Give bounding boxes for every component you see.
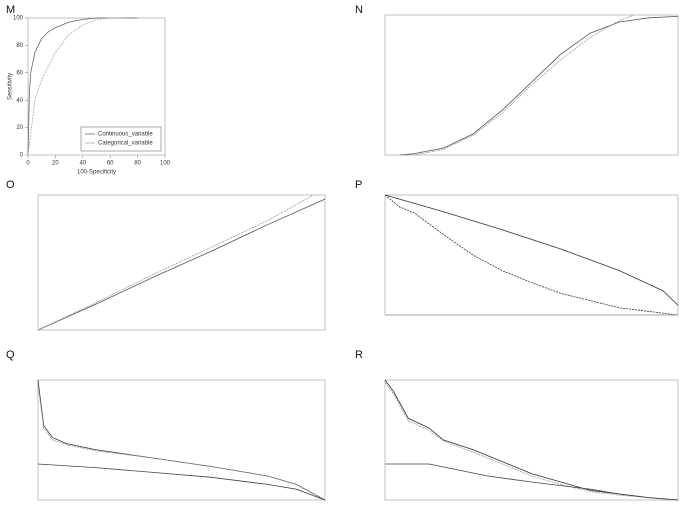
legend-label: Continuous_variable bbox=[98, 132, 153, 138]
x-tick-label: 100 bbox=[160, 161, 171, 167]
series-line bbox=[27, 17, 124, 156]
x-tick-label: 40 bbox=[79, 161, 86, 167]
panel-label: Q bbox=[6, 349, 15, 361]
plot-frame bbox=[384, 379, 679, 501]
y-tick-label: 40 bbox=[16, 98, 23, 104]
series-line bbox=[37, 384, 326, 501]
series-line bbox=[37, 194, 314, 331]
plot-frame bbox=[37, 379, 326, 501]
series-line bbox=[399, 14, 635, 156]
plot-frame bbox=[37, 194, 326, 331]
series-line bbox=[399, 16, 679, 156]
panel-label: P bbox=[355, 179, 362, 191]
series-line bbox=[37, 463, 326, 501]
plot-frame bbox=[384, 14, 679, 156]
series-line bbox=[384, 194, 679, 316]
y-tick-label: 80 bbox=[16, 43, 23, 49]
x-tick-label: 80 bbox=[134, 161, 141, 167]
panel-label: N bbox=[355, 4, 363, 16]
legend-box bbox=[80, 126, 162, 152]
panel-label: R bbox=[355, 349, 363, 361]
panel-label: M bbox=[6, 4, 15, 16]
y-axis-label: Sensitivity bbox=[8, 73, 14, 100]
series-line bbox=[37, 198, 326, 331]
series-line bbox=[384, 382, 679, 501]
panel-label: O bbox=[6, 179, 15, 191]
x-axis-label: 100-Specificity bbox=[77, 170, 116, 176]
series-line bbox=[385, 463, 679, 501]
x-tick-label: 60 bbox=[107, 161, 114, 167]
series-line bbox=[384, 194, 679, 306]
y-tick-label: 0 bbox=[20, 153, 24, 159]
y-tick-label: 20 bbox=[16, 125, 23, 131]
y-tick-label: 60 bbox=[16, 70, 23, 76]
x-tick-label: 0 bbox=[26, 161, 30, 167]
series-line bbox=[37, 379, 326, 501]
x-tick-label: 20 bbox=[52, 161, 59, 167]
y-tick-label: 100 bbox=[13, 16, 24, 22]
plot-frame bbox=[384, 194, 679, 316]
legend-label: Categorical_variable bbox=[98, 141, 153, 147]
